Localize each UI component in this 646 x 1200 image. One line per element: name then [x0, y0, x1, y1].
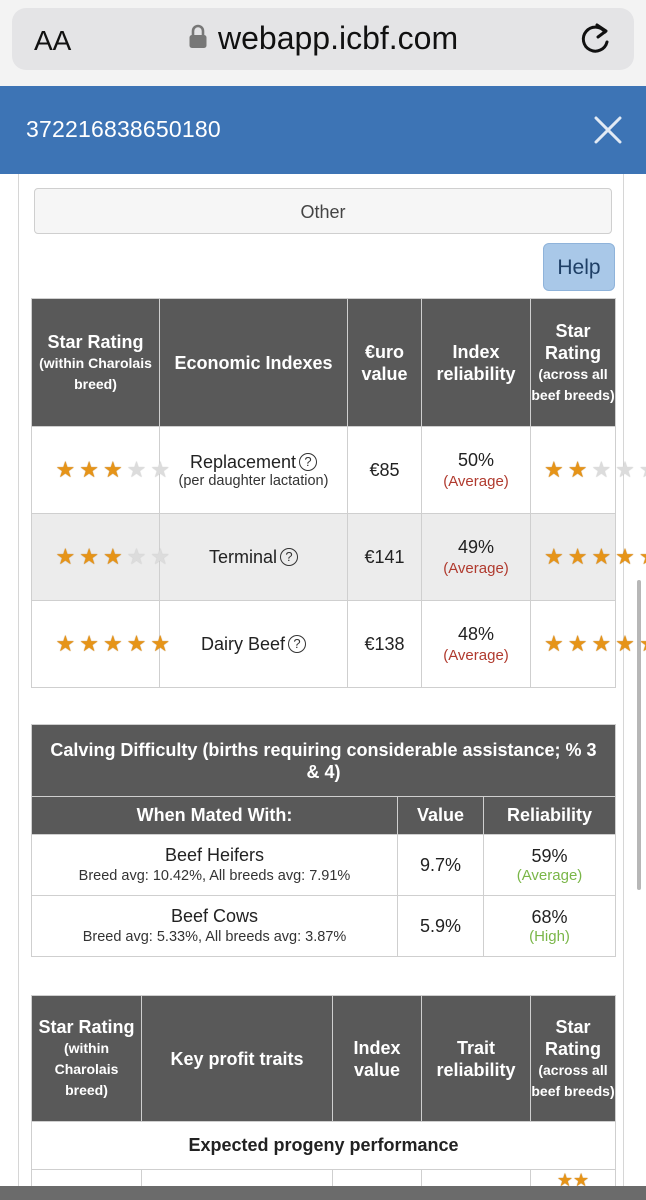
browser-toolbar: AA webapp.icbf.com — [0, 0, 646, 86]
reliability-cell: 49% (Average) — [421, 513, 531, 601]
help-circle-icon[interactable]: ? — [288, 634, 307, 653]
star-rating-across: ★★★★★ — [530, 513, 646, 601]
value-cell: 9.7% — [397, 834, 484, 896]
bottom-toolbar-edge — [0, 1186, 646, 1200]
reliability-cell: 48% (Average) — [421, 600, 531, 688]
star-icons: ★★★★★ — [55, 630, 175, 656]
star-icons: ★★★★★ — [55, 543, 175, 569]
address-bar[interactable] — [12, 8, 634, 70]
star-rating-across: ★★★★★ — [530, 600, 646, 688]
star-rating-within: ★★★★★ — [31, 513, 175, 601]
animal-id-title: 372216838650180 — [26, 116, 221, 142]
euro-value: €138 — [347, 600, 422, 688]
reload-icon[interactable] — [578, 20, 612, 56]
header-star-across: Star Rating (across all beef breeds) — [530, 995, 616, 1122]
header-star-within: Star Rating (within Charolais breed) — [31, 995, 142, 1122]
help-circle-icon[interactable]: ? — [299, 452, 318, 471]
table-row: ★★★★★ Replacement? (per daughter lactatio… — [31, 426, 646, 514]
header-reliability: Reliability — [483, 796, 616, 835]
trait-cell: Dairy Beef? — [159, 600, 348, 688]
table-row: ★★★★★ Terminal? €141 49%(Average) ★★★★★ — [31, 513, 646, 601]
other-button[interactable]: Other — [34, 188, 612, 234]
header-key-profit-traits: Key profit traits — [141, 995, 333, 1122]
mated-with-cell: Beef Heifers Breed avg: 10.42%, All breed… — [31, 834, 398, 896]
mated-with-cell: Beef Cows Breed avg: 5.33%, All breeds av… — [31, 895, 398, 957]
star-rating-within: ★★★★★ — [31, 600, 175, 688]
economic-indexes-table: Star Rating (within Charolais breed) Eco… — [31, 298, 646, 688]
content-frame — [18, 174, 624, 1200]
reliability-cell: 68% (High) — [483, 895, 616, 957]
modal-header: 372216838650180 — [0, 86, 646, 174]
table-row: ★★★★★ Dairy Beef? €138 48% (Average) ★★★★… — [31, 600, 646, 688]
calving-difficulty-table: Calving Difficulty (births requiring con… — [31, 724, 616, 957]
header-index-reliability: Index reliability — [421, 298, 531, 427]
lock-icon — [189, 24, 207, 48]
header-economic-indexes: Economic Indexes — [159, 298, 348, 427]
star-icons: ★★★★★ — [544, 631, 646, 656]
table-row: Beef Heifers Breed avg: 10.42%, All breed… — [31, 834, 616, 896]
header-index-value: Index value — [332, 995, 422, 1122]
close-icon[interactable] — [592, 114, 624, 146]
euro-value: €85 — [347, 426, 422, 514]
star-icons: ★★★★★ — [55, 456, 175, 482]
reliability-cell: 50% (Average) — [421, 426, 531, 514]
table-row: Beef Cows Breed avg: 5.33%, All breeds av… — [31, 895, 616, 957]
trait-cell: Terminal? — [159, 513, 348, 601]
header-euro-value: €uro value — [347, 298, 422, 427]
key-profit-traits-table: Star Rating (within Charolais breed) Key… — [31, 995, 616, 1192]
reader-text-size-button[interactable]: AA — [34, 25, 72, 56]
star-icons: ★★★★★ — [544, 457, 646, 482]
header-star-within: Star Rating (within Charolais breed) — [31, 298, 160, 427]
star-icons: ★★ — [556, 1169, 590, 1190]
value-cell: 5.9% — [397, 895, 484, 957]
trait-cell: Replacement? (per daughter lactation) — [159, 426, 348, 514]
star-rating-across: ★★★★★ — [530, 426, 646, 514]
calving-title: Calving Difficulty (births requiring con… — [31, 724, 616, 797]
header-mated-with: When Mated With: — [31, 796, 398, 835]
section-expected-progeny: Expected progeny performance — [31, 1121, 616, 1170]
url-text[interactable]: webapp.icbf.com — [218, 20, 459, 56]
header-value: Value — [397, 796, 484, 835]
reliability-cell: 59% (Average) — [483, 834, 616, 896]
star-rating-within: ★★★★★ — [31, 426, 175, 514]
header-trait-reliability: Trait reliability — [421, 995, 531, 1122]
star-icons: ★★★★★ — [544, 544, 646, 569]
euro-value: €141 — [347, 513, 422, 601]
help-circle-icon[interactable]: ? — [280, 547, 299, 566]
header-star-across: Star Rating (across all beef breeds) — [530, 298, 616, 427]
help-button[interactable]: Help — [543, 243, 615, 291]
scrollbar[interactable] — [637, 580, 641, 890]
